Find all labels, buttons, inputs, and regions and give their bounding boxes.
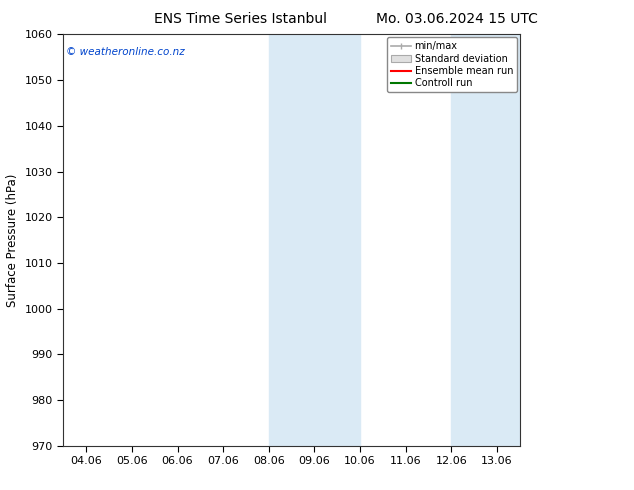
Text: ENS Time Series Istanbul: ENS Time Series Istanbul (155, 12, 327, 26)
Y-axis label: Surface Pressure (hPa): Surface Pressure (hPa) (6, 173, 19, 307)
Text: © weatheronline.co.nz: © weatheronline.co.nz (66, 47, 184, 57)
Text: Mo. 03.06.2024 15 UTC: Mo. 03.06.2024 15 UTC (375, 12, 538, 26)
Bar (269, 34, 360, 446)
Legend: min/max, Standard deviation, Ensemble mean run, Controll run: min/max, Standard deviation, Ensemble me… (387, 37, 517, 92)
Bar (451, 34, 520, 446)
